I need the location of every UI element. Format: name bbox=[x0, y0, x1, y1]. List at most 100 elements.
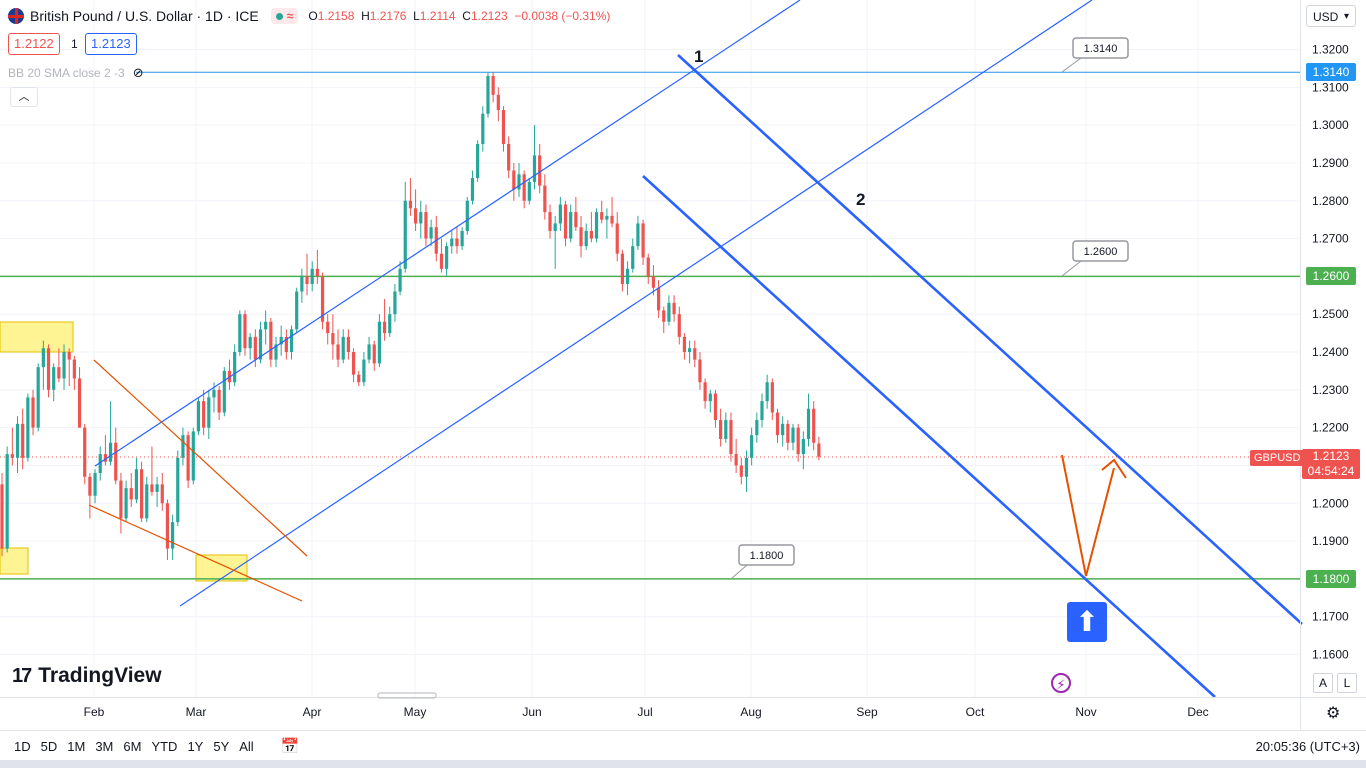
price-tick-label: 1.2400 bbox=[1312, 345, 1349, 359]
range-5y[interactable]: 5Y bbox=[213, 738, 230, 754]
candle bbox=[57, 348, 61, 383]
candle bbox=[775, 408, 780, 443]
candle bbox=[656, 280, 661, 318]
wedge-upper-line bbox=[93, 359, 308, 557]
candle bbox=[522, 170, 526, 209]
currency-selector[interactable]: USD bbox=[1306, 5, 1356, 28]
callout-pointer bbox=[730, 564, 748, 580]
candle bbox=[579, 215, 583, 258]
range-1d[interactable]: 1D bbox=[14, 738, 31, 754]
forecast-path bbox=[1061, 454, 1115, 577]
range-1y[interactable]: 1Y bbox=[187, 738, 204, 754]
level-callouts: 1.3140 1.2600 1.1800 bbox=[730, 37, 1129, 580]
ascending-channel-upper bbox=[94, 0, 801, 467]
callout-pointer bbox=[1061, 57, 1082, 73]
candle bbox=[165, 499, 170, 560]
symbol-price-tag: GBPUSD bbox=[1250, 450, 1305, 466]
calendar-icon[interactable]: 📅 bbox=[280, 738, 300, 755]
candle bbox=[155, 476, 159, 508]
range-all[interactable]: All bbox=[239, 738, 254, 754]
candle bbox=[233, 344, 237, 387]
time-tick-label: Feb bbox=[84, 705, 105, 719]
candle bbox=[434, 215, 438, 262]
candle bbox=[781, 416, 785, 447]
time-tick-label: Mar bbox=[186, 705, 207, 719]
candle bbox=[491, 72, 495, 103]
candle bbox=[176, 450, 180, 526]
symbol-title[interactable]: British Pound / U.S. Dollar · 1D · ICE bbox=[30, 8, 259, 24]
range-5d[interactable]: 5D bbox=[40, 738, 58, 754]
trend-lines bbox=[88, 0, 1303, 698]
candle bbox=[326, 314, 330, 345]
indicator-label: BB 20 SMA close 2 -3 bbox=[8, 66, 125, 80]
candle bbox=[760, 393, 764, 428]
price-tick-label: 1.2200 bbox=[1312, 421, 1349, 435]
candle bbox=[672, 295, 676, 322]
candle bbox=[724, 412, 728, 443]
clock-readout[interactable]: 20:05:36 (UTC+3) bbox=[1255, 738, 1360, 754]
candle bbox=[610, 196, 614, 228]
price-axis[interactable]: 1.32001.31001.30001.29001.28001.27001.26… bbox=[1312, 43, 1349, 662]
candle bbox=[227, 359, 232, 390]
candle bbox=[124, 480, 128, 523]
candle bbox=[419, 200, 423, 239]
time-axis-scroll-handle[interactable] bbox=[377, 692, 437, 699]
candle bbox=[600, 200, 604, 224]
price-chart[interactable]: 1 2 1.3140 1.2600 1.1800 1.3200 1.3100 1.300… bbox=[0, 0, 1366, 730]
candle bbox=[791, 423, 795, 451]
candle bbox=[605, 208, 609, 239]
range-3m[interactable]: 3M bbox=[95, 738, 114, 754]
candle bbox=[527, 178, 531, 205]
candle bbox=[398, 261, 402, 296]
candle bbox=[667, 295, 671, 326]
candle bbox=[315, 249, 319, 284]
candle bbox=[341, 329, 345, 364]
range-6m[interactable]: 6M bbox=[123, 738, 142, 754]
candle bbox=[134, 457, 139, 504]
market-status-badge[interactable]: ≈ bbox=[270, 8, 299, 24]
sell-price-button[interactable]: 1.2122 bbox=[8, 33, 60, 55]
candle bbox=[31, 389, 35, 436]
hidden-eye-icon[interactable]: ⊘ bbox=[132, 65, 144, 80]
collapse-legend-button[interactable]: ︿ bbox=[10, 87, 38, 107]
range-ytd[interactable]: YTD bbox=[151, 738, 178, 754]
buy-price-button[interactable]: 1.2123 bbox=[85, 33, 137, 55]
candle bbox=[620, 249, 624, 292]
candle bbox=[10, 427, 14, 466]
tradingview-mark-icon: 17 bbox=[12, 664, 32, 687]
candle bbox=[67, 348, 71, 387]
range-1m[interactable]: 1M bbox=[67, 738, 86, 754]
time-tick-label: Aug bbox=[740, 705, 761, 719]
candle bbox=[414, 189, 418, 231]
auto-scale-button[interactable]: A bbox=[1313, 673, 1333, 693]
time-tick-label: Jul bbox=[637, 705, 652, 719]
log-scale-button[interactable]: L bbox=[1337, 673, 1357, 693]
candle bbox=[108, 401, 113, 466]
candle bbox=[589, 212, 593, 243]
candle bbox=[641, 219, 645, 266]
level-axis-label-1: 1.3140 bbox=[1306, 63, 1356, 81]
indicator-legend[interactable]: BB 20 SMA close 2 -3 ⊘ bbox=[8, 65, 144, 81]
page-scrollbar[interactable] bbox=[0, 760, 1366, 768]
candle bbox=[114, 427, 118, 485]
candle bbox=[52, 363, 56, 402]
candle bbox=[289, 325, 294, 360]
callout-pointer bbox=[1061, 260, 1082, 277]
time-tick-label: Sep bbox=[856, 705, 878, 719]
time-tick-label: Oct bbox=[966, 705, 985, 719]
price-tick-label: 1.1600 bbox=[1312, 648, 1349, 662]
candle bbox=[501, 106, 506, 152]
candle bbox=[512, 162, 516, 201]
candle bbox=[481, 106, 485, 152]
candle bbox=[336, 329, 340, 368]
candle bbox=[677, 306, 681, 345]
time-axis[interactable]: Feb Mar Apr May Jun Jul Aug Sep Oct Nov Dec bbox=[84, 705, 1209, 719]
chart-header: British Pound / U.S. Dollar · 1D · ICE ≈… bbox=[8, 6, 610, 26]
lightning-icon[interactable]: ⚡ bbox=[1051, 673, 1071, 693]
ohlc-values: O1.2158 H1.2176 L1.2114 C1.2123 −0.0038 … bbox=[308, 9, 611, 23]
candle bbox=[103, 435, 107, 466]
price-tick-label: 1.1700 bbox=[1312, 610, 1349, 624]
gear-icon[interactable]: ⚙ bbox=[1326, 705, 1341, 722]
wave-label-1: 1 bbox=[694, 47, 703, 66]
candle bbox=[703, 378, 707, 409]
